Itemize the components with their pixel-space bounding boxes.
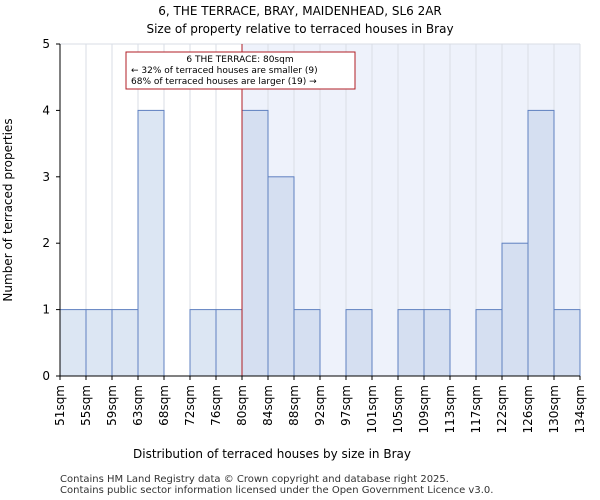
x-axis-label: Distribution of terraced houses by size … xyxy=(133,447,411,461)
bar xyxy=(293,309,321,377)
x-tick-label: 109sqm xyxy=(417,385,431,433)
bar xyxy=(475,309,503,377)
bar xyxy=(111,309,139,377)
x-tick-label: 130sqm xyxy=(547,385,561,433)
x-ticks: 51sqm 55sqm 59sqm 63sqm 68sqm 72sqm 76sqm 80sqm… xyxy=(53,376,587,433)
annotation-line-2: ← 32% of terraced houses are smaller (9) xyxy=(131,66,318,76)
annotation-line-3: 68% of terraced houses are larger (19) → xyxy=(131,77,317,87)
bar xyxy=(553,309,581,377)
bar xyxy=(189,309,217,377)
chart-subtitle: Size of property relative to terraced ho… xyxy=(146,22,453,36)
bars xyxy=(59,109,581,377)
x-tick-label: 80sqm xyxy=(235,385,249,426)
y-tick-label: 0 xyxy=(42,369,50,383)
y-tick-label: 4 xyxy=(42,103,50,117)
y-tick-label: 1 xyxy=(42,303,50,317)
bar xyxy=(137,109,165,377)
x-tick-label: 101sqm xyxy=(365,385,379,433)
x-tick-label: 122sqm xyxy=(495,385,509,433)
x-tick-label: 134sqm xyxy=(573,385,587,433)
bar xyxy=(397,309,425,377)
bar xyxy=(241,109,269,377)
x-tick-label: 59sqm xyxy=(105,385,119,426)
annotation-line-1: 6 THE TERRACE: 80sqm xyxy=(186,55,293,65)
x-tick-label: 63sqm xyxy=(131,385,145,426)
chart: 6, THE TERRACE, BRAY, MAIDENHEAD, SL6 2A… xyxy=(1,4,587,461)
y-ticks: 0 1 2 3 4 5 xyxy=(42,37,60,383)
x-tick-label: 105sqm xyxy=(391,385,405,433)
bar xyxy=(267,176,295,377)
x-tick-label: 126sqm xyxy=(521,385,535,433)
annotation-box xyxy=(125,51,356,90)
footer-line-1: Contains HM Land Registry data © Crown c… xyxy=(60,474,449,485)
bar xyxy=(527,109,555,377)
bar xyxy=(423,309,451,377)
x-tick-label: 117sqm xyxy=(469,385,483,433)
y-tick-label: 3 xyxy=(42,170,50,184)
x-tick-label: 51sqm xyxy=(53,385,67,426)
x-tick-label: 84sqm xyxy=(261,385,275,426)
chart-title: 6, THE TERRACE, BRAY, MAIDENHEAD, SL6 2A… xyxy=(158,4,442,18)
x-tick-label: 92sqm xyxy=(313,385,327,426)
x-tick-label: 68sqm xyxy=(157,385,171,426)
bar xyxy=(215,309,243,377)
x-tick-label: 72sqm xyxy=(183,385,197,426)
bar xyxy=(59,309,87,377)
y-axis-label: Number of terraced properties xyxy=(1,118,15,301)
x-tick-label: 76sqm xyxy=(209,385,223,426)
bar xyxy=(85,309,113,377)
x-tick-label: 97sqm xyxy=(339,385,353,426)
x-tick-label: 113sqm xyxy=(443,385,457,433)
bar xyxy=(345,309,373,377)
x-tick-label: 55sqm xyxy=(79,385,93,426)
x-tick-label: 88sqm xyxy=(287,385,301,426)
y-tick-label: 2 xyxy=(42,236,50,250)
bar xyxy=(501,242,529,377)
y-tick-label: 5 xyxy=(42,37,50,51)
footer-line-2: Contains public sector information licen… xyxy=(60,485,494,496)
